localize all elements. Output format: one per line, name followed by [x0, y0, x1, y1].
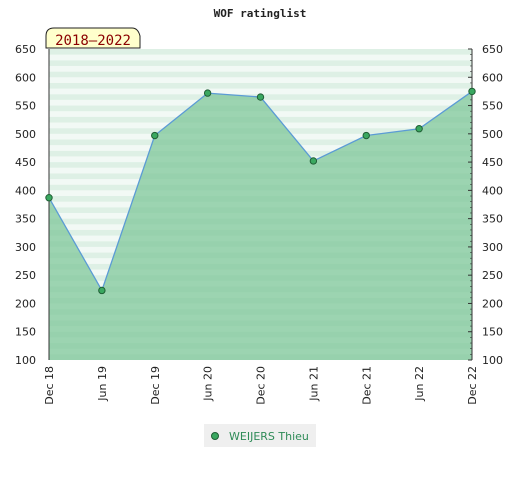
period-label: 2018–2022: [55, 33, 131, 49]
data-point: [362, 131, 370, 140]
y-tick-label-right: 450: [482, 156, 503, 169]
series-area: [49, 91, 472, 360]
x-tick-label: Jun 21: [307, 366, 320, 402]
legend-box: [204, 424, 316, 447]
x-tick-label: Dec 22: [466, 366, 479, 405]
y-tick-label-left: 300: [15, 241, 36, 254]
y-tick-label-right: 250: [482, 269, 503, 282]
y-tick-label-left: 500: [15, 128, 36, 141]
y-tick-label-left: 250: [15, 269, 36, 282]
y-tick-label-right: 550: [482, 100, 503, 113]
background-band: [49, 65, 472, 72]
y-tick-label-right: 400: [482, 184, 503, 197]
data-point: [203, 89, 212, 97]
y-tick-label-left: 350: [15, 213, 36, 226]
y-tick-label-left: 150: [15, 326, 36, 339]
chart-title: WOF ratinglist: [214, 7, 307, 20]
legend-marker: [211, 432, 219, 440]
background-band: [49, 82, 472, 89]
y-tick-label-left: 550: [15, 100, 36, 113]
y-tick-label-left: 400: [15, 184, 36, 197]
y-tick-label-right: 200: [482, 297, 503, 310]
y-tick-label-left: 100: [15, 354, 36, 367]
y-tick-label-right: 650: [482, 43, 503, 56]
data-point: [309, 157, 318, 165]
x-tick-label: Dec 18: [43, 366, 56, 405]
y-tick-label-left: 650: [15, 43, 36, 56]
background-band: [49, 77, 472, 83]
y-tick-label-right: 300: [482, 241, 503, 254]
y-tick-label-left: 450: [15, 156, 36, 169]
y-tick-label-right: 500: [482, 128, 503, 141]
x-tick-label: Dec 21: [360, 366, 373, 405]
area-layer: [49, 91, 472, 360]
x-tick-label: Jun 19: [96, 366, 109, 402]
y-tick-label-right: 350: [482, 213, 503, 226]
legend-label: WEIJERS Thieu: [229, 430, 309, 443]
x-tick-label: Jun 22: [413, 366, 426, 402]
x-tick-label: Dec 20: [255, 366, 268, 405]
x-tick-label: Jun 20: [202, 366, 215, 402]
background-band: [49, 49, 472, 55]
y-tick-label-left: 600: [15, 71, 36, 84]
y-tick-label-right: 600: [482, 71, 503, 84]
legend: WEIJERS Thieu: [204, 424, 316, 447]
data-point: [98, 286, 106, 295]
data-point: [45, 194, 53, 202]
background-band: [49, 71, 472, 78]
y-tick-label-left: 200: [15, 297, 36, 310]
background-band: [49, 60, 472, 66]
series-points: [45, 87, 476, 295]
y-axis-left: 100 150 200 250 300 350 400 450 500 550 600 650: [15, 43, 36, 367]
period-badge: 2018–2022: [45, 27, 141, 49]
y-tick-label-right: 100: [482, 354, 503, 367]
x-axis: Dec 18 Jun 19 Dec 19 Jun 20 Dec 20 Jun 21 Dec …: [43, 366, 479, 405]
data-point: [468, 87, 476, 96]
y-tick-label-right: 150: [482, 326, 503, 339]
background-band: [49, 88, 472, 95]
data-point: [256, 93, 265, 101]
background-band: [49, 54, 472, 61]
x-tick-label: Dec 19: [149, 366, 162, 405]
axes: [48, 49, 473, 360]
data-point: [151, 131, 159, 140]
y-axis-right: 100 150 200 250 300 350 400 450 500 550 600 650: [468, 43, 503, 367]
data-point: [415, 125, 423, 133]
